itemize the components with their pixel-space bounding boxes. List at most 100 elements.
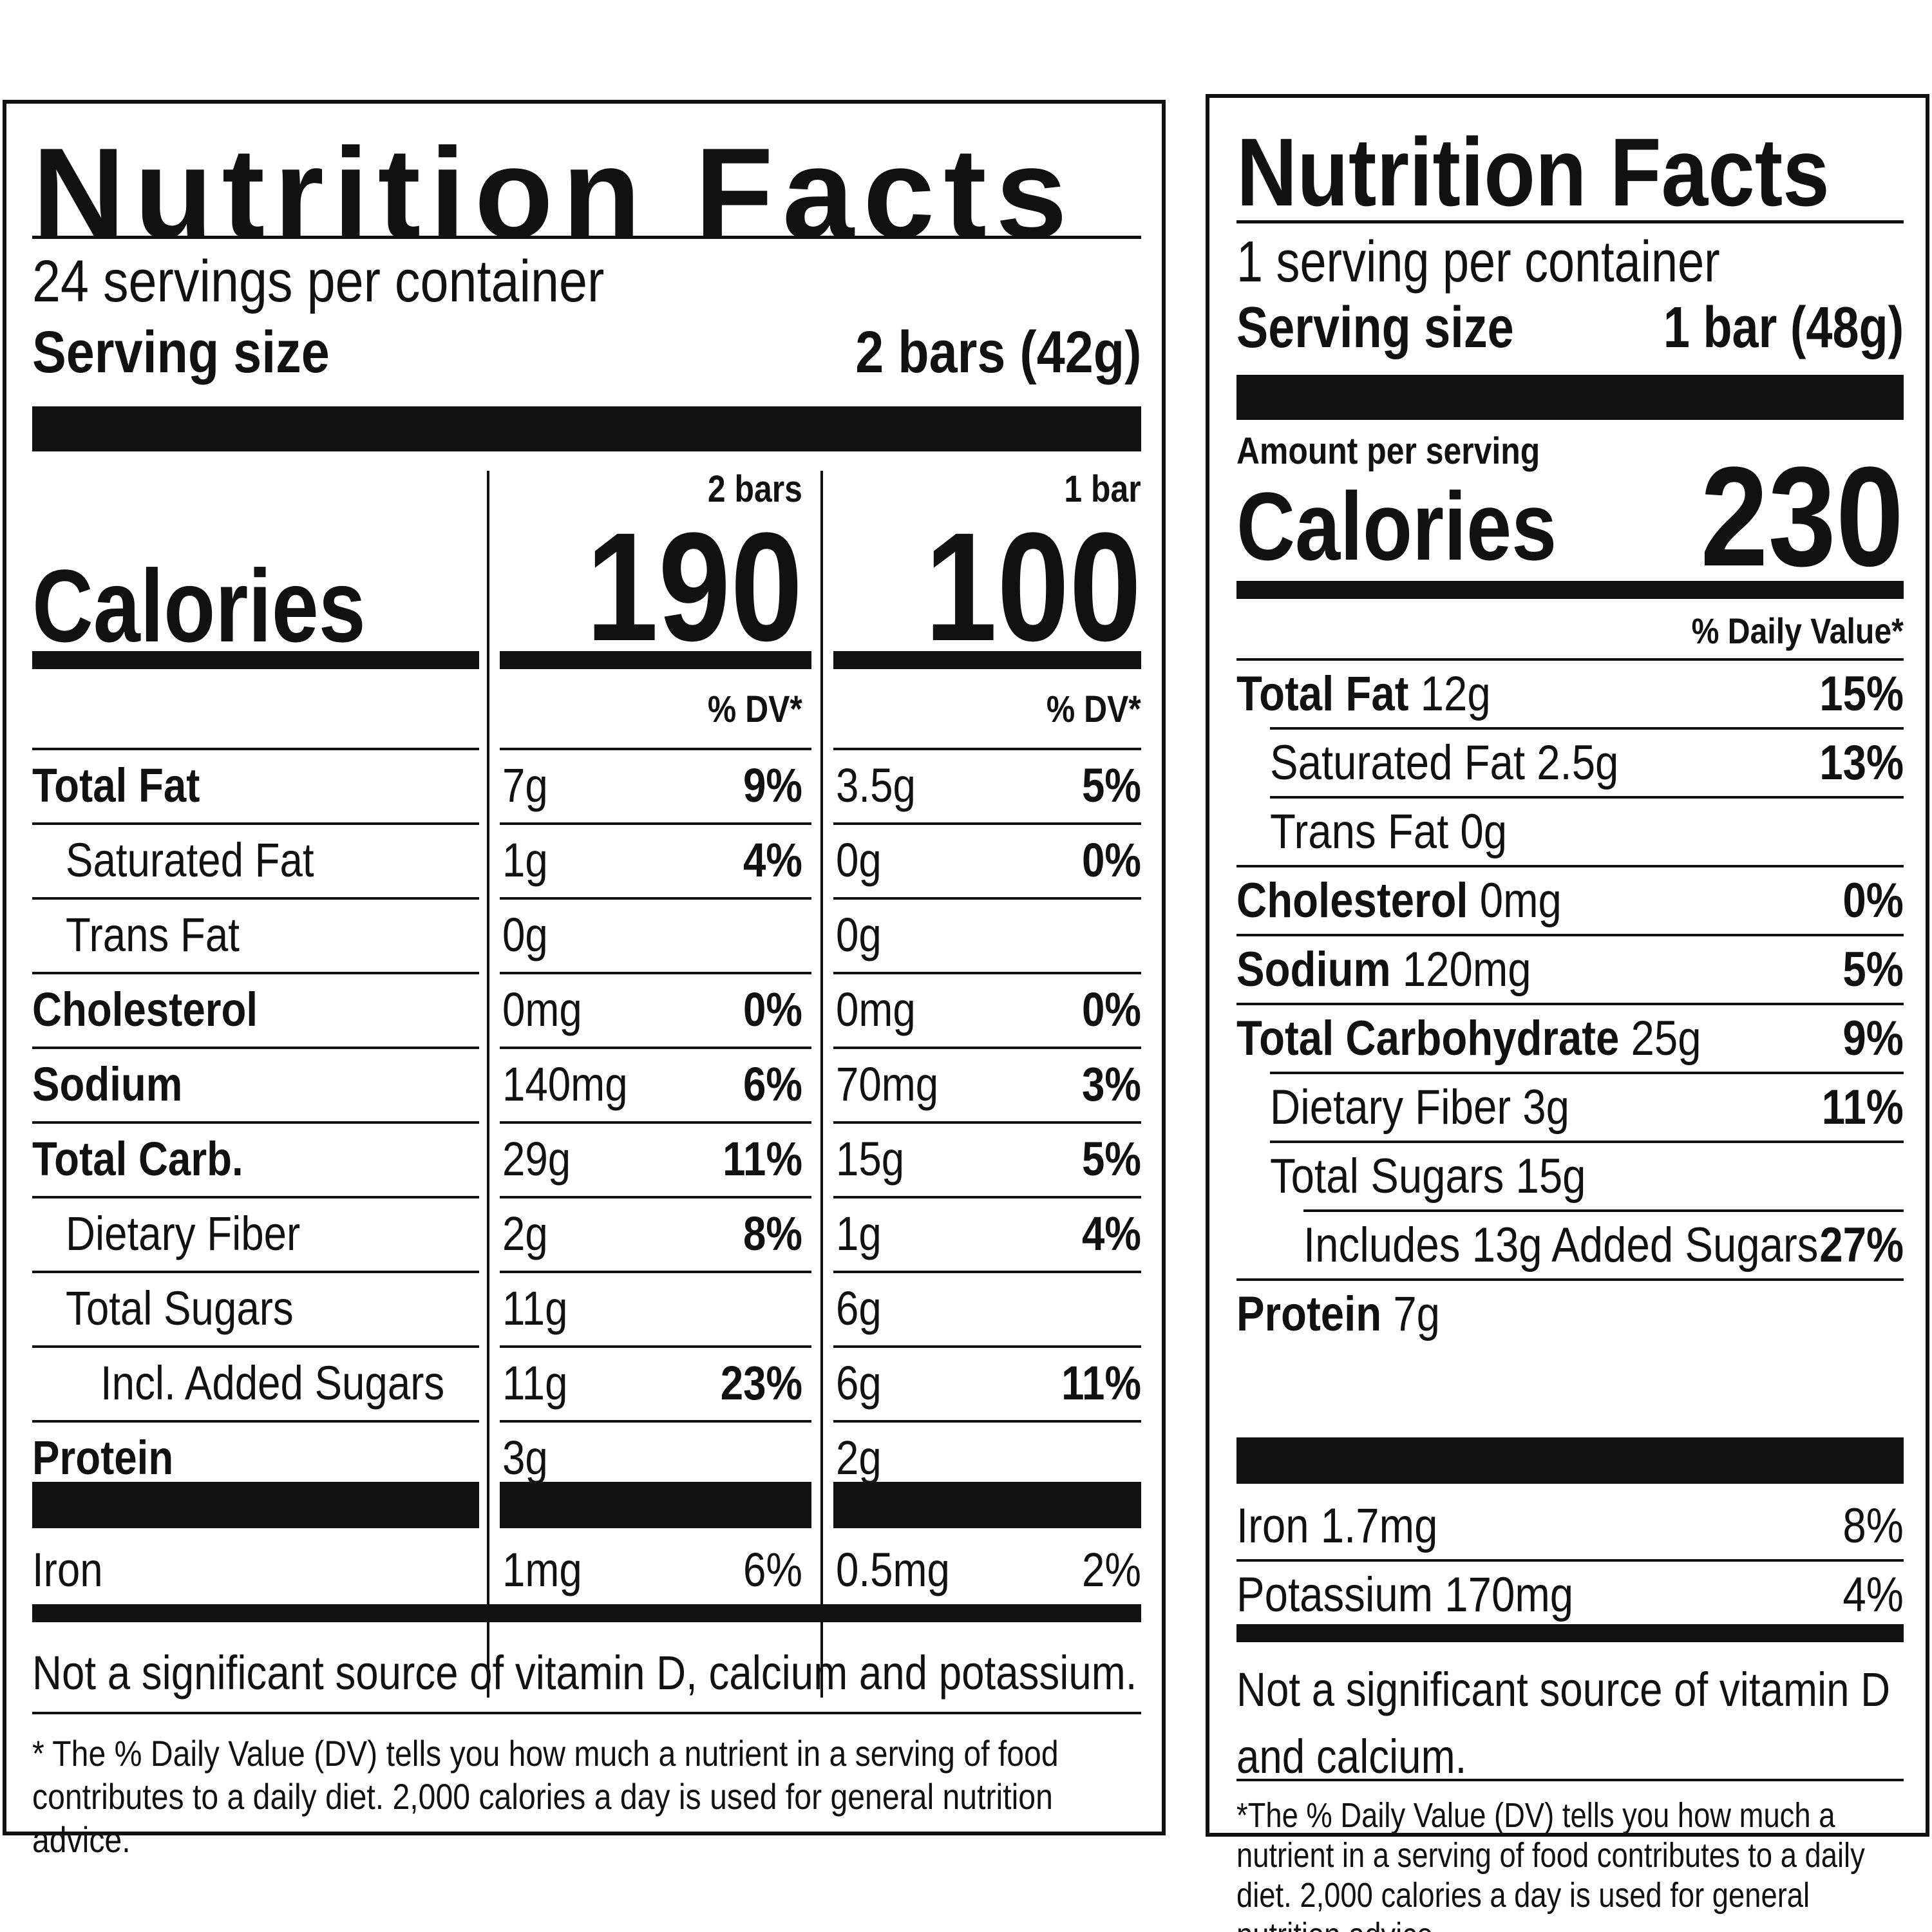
medium-rule [1236, 581, 1904, 599]
amount-1-bar: 0g [836, 833, 882, 887]
nutrient-dv: 9% [1842, 1011, 1904, 1066]
amount-2-bars: 11g [502, 1282, 568, 1335]
row-divider [500, 1046, 811, 1049]
row-divider [32, 748, 479, 750]
dv-1-bar: 3% [1082, 1057, 1141, 1111]
amount-1-bar: 70mg [836, 1057, 939, 1111]
title: Nutrition Facts [32, 122, 1077, 265]
row-divider [32, 1345, 479, 1348]
mineral-amount: 170mg [1444, 1567, 1574, 1622]
row-divider [32, 1046, 479, 1049]
row-divider [32, 1420, 479, 1423]
nutrient-amount: 0g [1460, 804, 1508, 859]
nutrient-name: Cholesterol [1236, 873, 1468, 928]
row-divider [1270, 1141, 1904, 1143]
nutrient-row-label: Sodium 120mg [1236, 945, 1531, 994]
iron-dv-1-bar: 2% [1082, 1543, 1141, 1596]
footnote-not-significant: Not a significant source of vitamin D, c… [32, 1646, 1137, 1700]
row-divider [500, 822, 811, 825]
mineral-amount: 1.7mg [1320, 1499, 1438, 1553]
nutrient-amount: 2.5g [1537, 735, 1619, 790]
dv-1-bar: 5% [1082, 759, 1141, 812]
mineral-dv: 8% [1842, 1499, 1904, 1553]
row-divider [32, 1271, 479, 1273]
row-divider [32, 822, 479, 825]
row-divider [500, 1121, 811, 1124]
row-divider [833, 1121, 1141, 1124]
mineral-name: Potassium [1236, 1567, 1434, 1622]
row-divider [1236, 1278, 1904, 1281]
thick-rule [32, 1482, 479, 1528]
row-divider [500, 1345, 811, 1348]
dv-1-bar: 11% [1061, 1356, 1141, 1410]
calories-2-bars: 190 [585, 500, 802, 673]
nutrient-row-label: Saturated Fat 2.5g [1270, 739, 1618, 788]
dv-2-bars: 8% [743, 1207, 802, 1260]
nutrient-label: Cholesterol [32, 983, 258, 1036]
nutrient-dv: 5% [1842, 942, 1904, 997]
row-divider [833, 1345, 1141, 1348]
dv-header-1-bar: % DV* [1046, 688, 1141, 730]
amount-1-bar: 2g [836, 1431, 882, 1484]
amount-1-bar: 15g [836, 1132, 905, 1186]
nutrient-row-label: Total Sugars 15g [1270, 1152, 1586, 1201]
row-divider [1270, 727, 1904, 730]
nutrient-amount: 0mg [1479, 873, 1562, 928]
amount-1-bar: 0g [836, 908, 882, 961]
nutrient-name: Dietary Fiber [1270, 1080, 1511, 1135]
nutrient-label: Total Sugars [66, 1282, 294, 1335]
column-header-1-bar: 1 bar [1064, 468, 1141, 510]
amount-1-bar: 6g [836, 1282, 882, 1335]
dv-2-bars: 11% [723, 1132, 802, 1186]
nutrient-amount: 120mg [1402, 942, 1531, 997]
serving-size-value: 1 bar (48g) [1663, 296, 1904, 360]
nutrient-amount: 25g [1631, 1011, 1701, 1066]
amount-2-bars: 2g [502, 1207, 548, 1260]
row-divider [500, 972, 811, 974]
nutrient-row-label: Trans Fat 0g [1270, 808, 1507, 857]
amount-1-bar: 1g [836, 1207, 882, 1260]
footnote-daily-value: * The % Daily Value (DV) tells you how m… [32, 1733, 1059, 1861]
row-divider [833, 972, 1141, 974]
column-divider [820, 471, 823, 1698]
nutrient-name: Total Fat [1236, 667, 1409, 721]
mineral-row-label: Potassium 170mg [1236, 1571, 1573, 1620]
dv-1-bar: 0% [1082, 833, 1141, 887]
medium-rule [32, 651, 479, 669]
nutrient-label: Total Fat [32, 759, 200, 812]
nutrient-amount: 7g [1393, 1287, 1441, 1341]
nutrient-dv: 13% [1819, 735, 1904, 790]
nutrient-dv: 27% [1819, 1218, 1904, 1273]
footnote-not-significant: Not a significant source of vitamin D an… [1236, 1663, 1891, 1783]
nutrient-row-label: Cholesterol 0mg [1236, 876, 1562, 925]
row-divider [1236, 934, 1904, 936]
thick-rule [500, 1482, 811, 1528]
nutrient-row-label: Protein 7g [1236, 1290, 1440, 1339]
row-divider [833, 897, 1141, 900]
medium-rule [32, 1604, 1141, 1622]
column-header-2-bars: 2 bars [708, 468, 802, 510]
rule [1236, 1779, 1904, 1781]
thick-rule [32, 406, 1141, 451]
mineral-dv: 4% [1842, 1567, 1904, 1622]
row-divider [32, 972, 479, 974]
nutrient-label: Protein [32, 1431, 174, 1484]
nutrient-label: Dietary Fiber [66, 1207, 301, 1260]
title: Nutrition Facts [1236, 118, 1830, 226]
calories-label: Calories [32, 548, 366, 663]
nutrient-label: Total Carb. [32, 1132, 243, 1186]
thick-rule [1236, 1437, 1904, 1484]
mineral-row-label: Iron 1.7mg [1236, 1502, 1437, 1551]
row-divider [1270, 796, 1904, 799]
rule [32, 1712, 1141, 1714]
nutrient-name: Sodium [1236, 942, 1391, 997]
row-divider [833, 1420, 1141, 1423]
nutrient-row-label: Dietary Fiber 3g [1270, 1083, 1569, 1132]
row-divider [833, 1196, 1141, 1198]
dv-2-bars: 23% [720, 1356, 802, 1410]
serving-size-label: Serving size [1236, 296, 1514, 360]
nutrient-name: Saturated Fat [1270, 735, 1526, 790]
nutrient-label: Trans Fat [66, 908, 240, 961]
nutrient-dv: 15% [1819, 667, 1904, 721]
row-divider [1236, 658, 1904, 661]
